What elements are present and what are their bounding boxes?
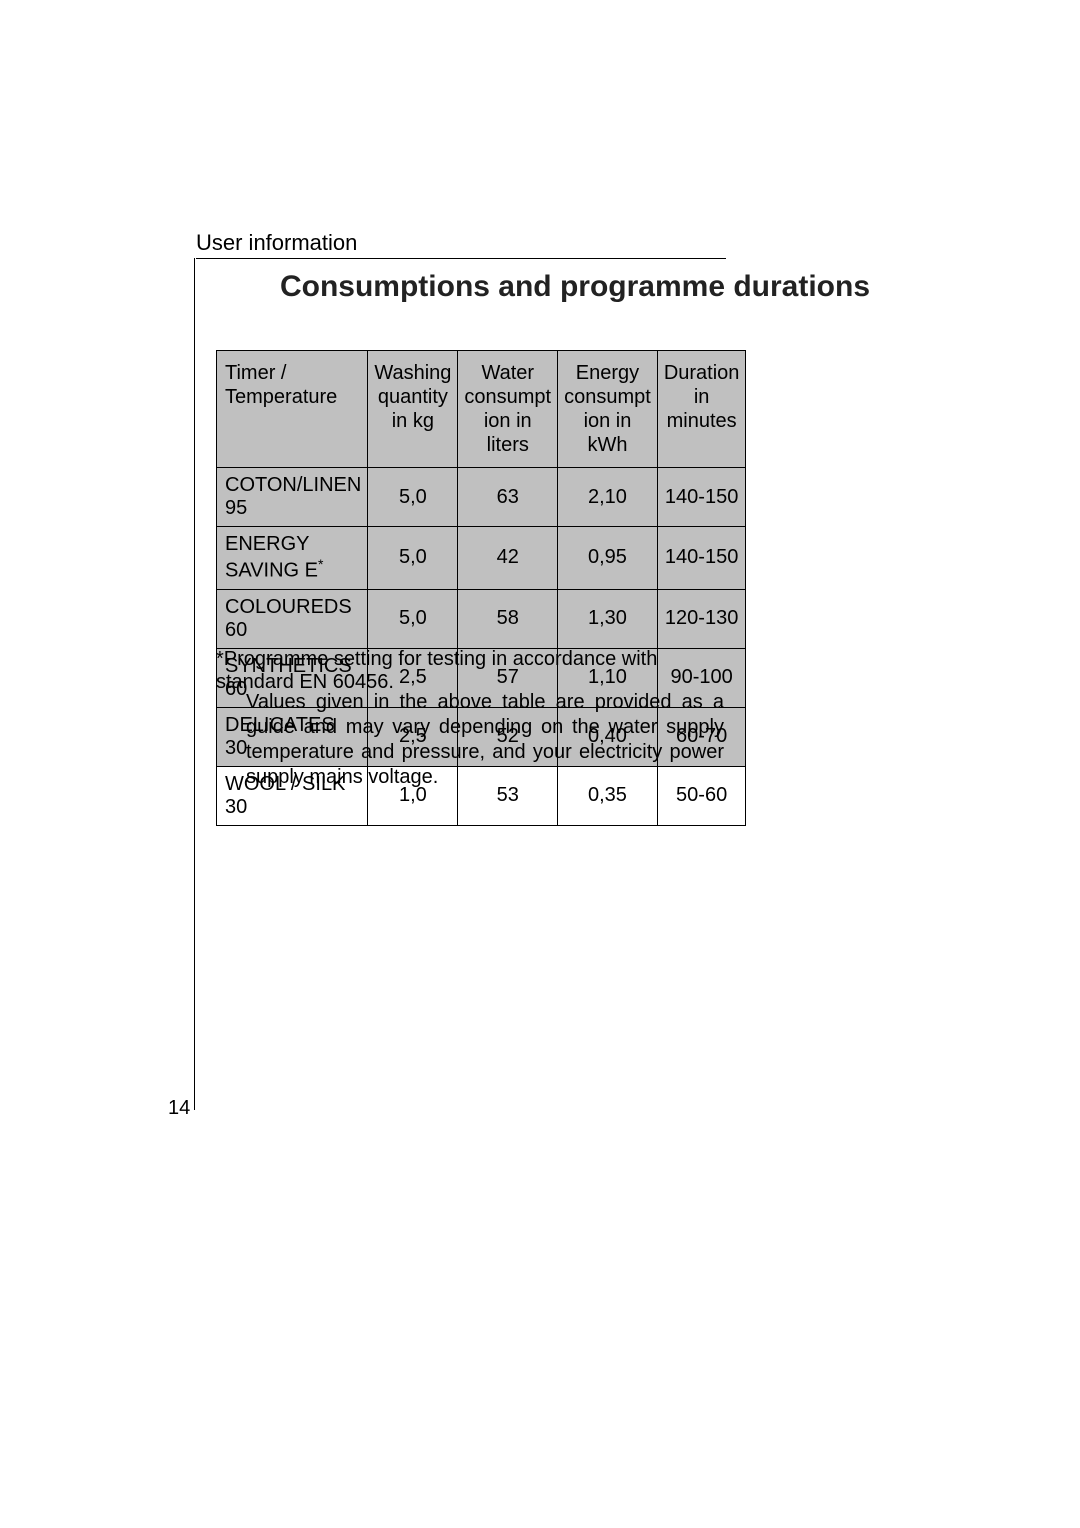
page: User information Consumptions and progra… — [0, 0, 1080, 1528]
body-note: Values given in the above table are prov… — [246, 690, 724, 790]
table-cell: 140-150 — [657, 527, 746, 590]
col-header-timer: Timer / Temperature — [217, 351, 368, 468]
col-header-energy: Energy consumpt ion in kWh — [558, 351, 658, 468]
table-cell: 42 — [458, 527, 558, 590]
table-cell: 140-150 — [657, 468, 746, 527]
table-head: Timer / Temperature Washing quantity in … — [217, 351, 746, 468]
table-cell: 0,95 — [558, 527, 658, 590]
table-cell: 5,0 — [368, 468, 458, 527]
page-number: 14 — [168, 1097, 190, 1120]
col-header-duration: Duration in minutes — [657, 351, 746, 468]
table-cell: 5,0 — [368, 589, 458, 648]
table-cell: 2,10 — [558, 468, 658, 527]
table-row: COLOUREDS 605,0581,30120-130 — [217, 589, 746, 648]
section-rule — [196, 258, 726, 259]
footnote: *Programme setting for testing in accord… — [216, 648, 724, 694]
table-cell: ENERGY SAVING E* — [217, 527, 368, 590]
table-cell: COTON/LINEN 95 — [217, 468, 368, 527]
table-row: COTON/LINEN 955,0632,10140-150 — [217, 468, 746, 527]
vertical-rule — [194, 258, 195, 1110]
section-label: User information — [196, 230, 357, 256]
table-cell: 58 — [458, 589, 558, 648]
table-cell: COLOUREDS 60 — [217, 589, 368, 648]
col-header-water: Water consumpt ion in liters — [458, 351, 558, 468]
table-header-row: Timer / Temperature Washing quantity in … — [217, 351, 746, 468]
table-cell: 63 — [458, 468, 558, 527]
table-cell: 1,30 — [558, 589, 658, 648]
table-row: ENERGY SAVING E*5,0420,95140-150 — [217, 527, 746, 590]
table-cell: 5,0 — [368, 527, 458, 590]
table-cell: 120-130 — [657, 589, 746, 648]
col-header-quantity: Washing quantity in kg — [368, 351, 458, 468]
page-title: Consumptions and programme durations — [230, 270, 920, 304]
